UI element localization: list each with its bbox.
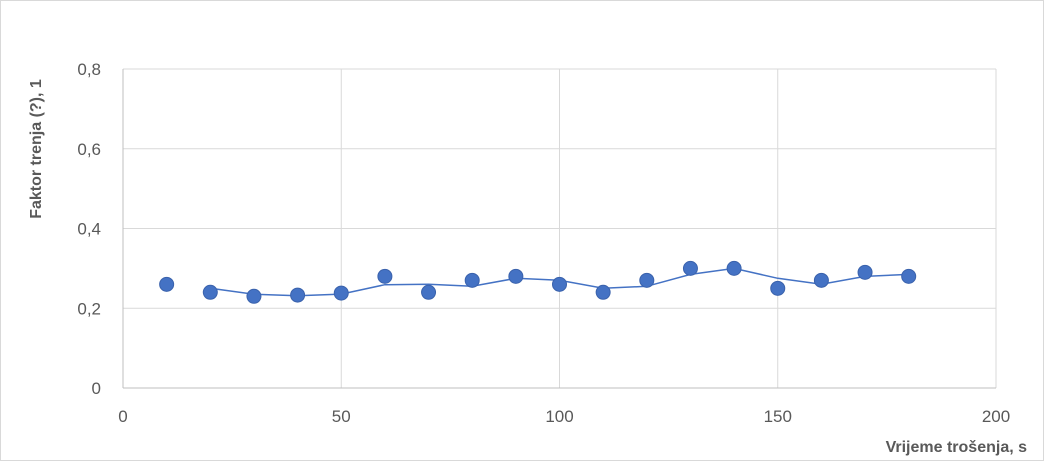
- gridlines: [123, 68, 997, 388]
- data-point: [682, 260, 698, 276]
- y-tick-label: 0,6: [77, 140, 101, 159]
- x-tick-label: 100: [545, 407, 573, 426]
- y-tick-label: 0,8: [77, 60, 101, 79]
- tick-labels: 0 0,2 0,4 0,6 0,8 0 50 100 150 200: [77, 60, 1010, 426]
- data-point: [508, 268, 524, 284]
- data-point: [639, 272, 655, 288]
- data-point: [202, 284, 218, 300]
- data-point: [421, 284, 437, 300]
- data-point: [377, 268, 393, 284]
- data-point: [464, 272, 480, 288]
- data-point: [726, 260, 742, 276]
- data-points: [159, 260, 917, 304]
- data-point: [770, 280, 786, 296]
- x-tick-label: 0: [118, 407, 127, 426]
- x-tick-label: 50: [332, 407, 351, 426]
- data-point: [901, 268, 917, 284]
- data-point: [246, 288, 262, 304]
- y-axis-title: Faktor trenja (?), 1: [28, 79, 45, 219]
- data-point: [333, 285, 349, 301]
- axes: [122, 69, 996, 389]
- data-point: [813, 272, 829, 288]
- data-point: [159, 276, 175, 292]
- y-tick-label: 0: [92, 379, 101, 398]
- data-point: [595, 284, 611, 300]
- y-tick-label: 0,4: [77, 220, 101, 239]
- x-axis-title: Vrijeme trošenja, s: [886, 439, 1028, 456]
- data-point: [552, 276, 567, 292]
- x-tick-label: 200: [982, 407, 1010, 426]
- data-point: [290, 287, 306, 303]
- y-tick-label: 0,2: [77, 299, 101, 318]
- data-point: [857, 264, 873, 280]
- x-tick-label: 150: [764, 407, 792, 426]
